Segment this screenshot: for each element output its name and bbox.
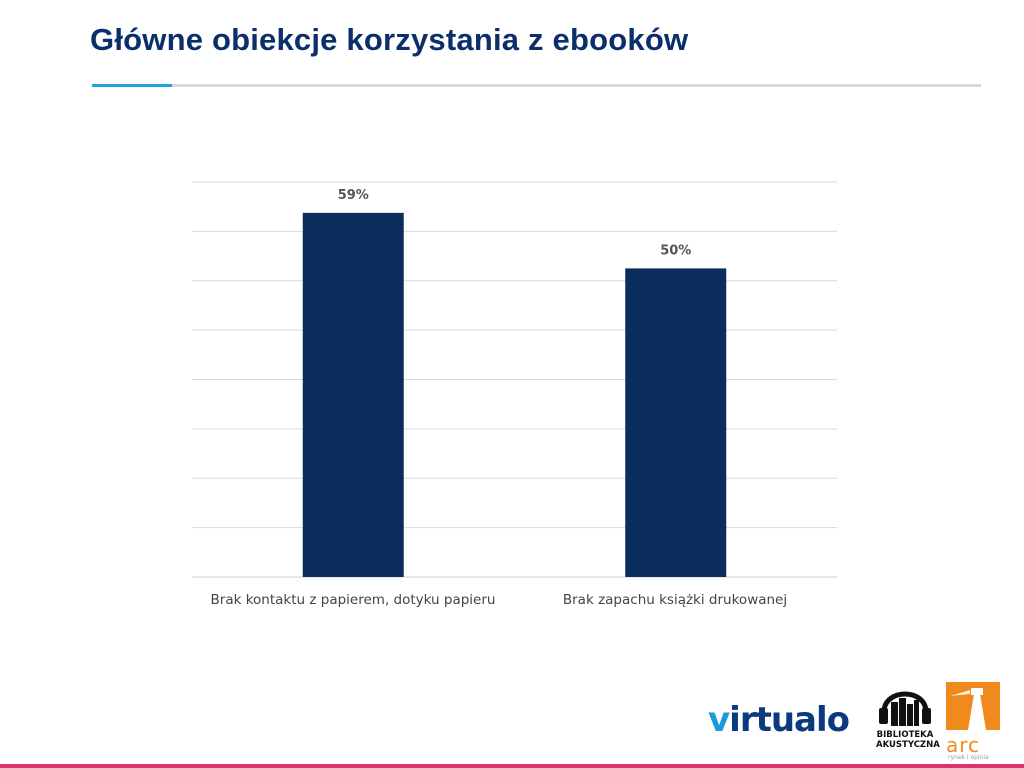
title-divider — [92, 84, 981, 87]
bar-1 — [625, 268, 727, 577]
virtualo-logo: virtualo — [708, 700, 850, 740]
biblioteka-akustyczna-logo: BIBLIOTEKA AKUSTYCZNA — [876, 678, 940, 754]
biblioteka-label: BIBLIOTEKA — [876, 730, 934, 740]
page-title: Główne obiekcje korzystania z ebooków — [90, 22, 689, 57]
arc-logo: arc rynek i opinia — [944, 680, 1002, 762]
x-tick-label-1: Brak zapachu książki drukowanej — [562, 592, 788, 608]
bar-0 — [302, 212, 404, 577]
akustyczna-label: AKUSTYCZNA — [876, 740, 940, 750]
arc-lighthouse-icon — [946, 682, 1000, 730]
data-label-1: 50% — [660, 243, 691, 258]
bottom-accent-band — [0, 764, 1024, 768]
title-accent-bar — [92, 84, 172, 87]
data-label-0: 59% — [338, 188, 369, 203]
arc-tagline: rynek i opinia — [948, 754, 989, 761]
arc-wordmark: arc — [946, 733, 981, 757]
headphones-books-icon — [879, 691, 931, 726]
x-tick-label-0: Brak kontaktu z papierem, dotyku papieru — [210, 592, 496, 608]
